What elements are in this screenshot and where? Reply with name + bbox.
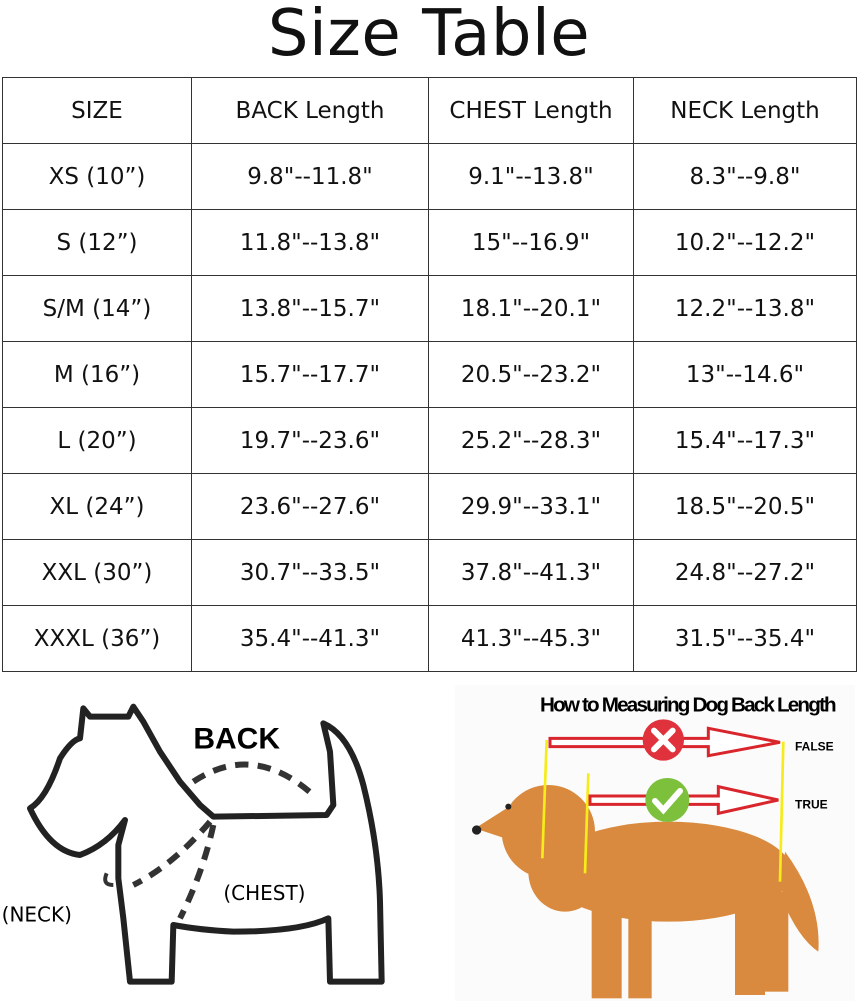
table-cell: XS (10”) (2, 143, 192, 210)
table-cell: 11.8"--13.8" (191, 209, 429, 276)
table-row: S (12”) 11.8"--13.8" 15"--16.9" 10.2"--12.2… (2, 209, 857, 276)
table-cell: XXXL (36”) (2, 605, 192, 672)
dog-outline-diagram: BACK (CHEST) (NECK) (2, 703, 385, 985)
guide-lines (541, 739, 785, 882)
table-cell: 37.8"--41.3" (428, 539, 634, 606)
column-header: BACK Length (191, 77, 429, 144)
table-row: L (20”) 19.7"--23.6" 25.2"--28.3" 15.4"--17… (2, 407, 857, 474)
table-cell: 25.2"--28.3" (428, 407, 634, 474)
chest-dashed-line (177, 824, 217, 920)
page-title: Size Table (267, 0, 591, 71)
neck-label: (NECK) (2, 903, 72, 927)
dog-eye (505, 803, 512, 810)
table-cell: 15"--16.9" (428, 209, 634, 276)
dog-nose (472, 825, 482, 835)
table-cell: 18.1"--20.1" (428, 275, 634, 342)
table-cell: 8.3"--9.8" (633, 143, 857, 210)
table-cell: 18.5"--20.5" (633, 473, 857, 540)
photo-heading: How to Measuring Dog Back Length (540, 694, 837, 717)
table-cell: 31.5"--35.4" (633, 605, 857, 672)
table-cell: 9.8"--11.8" (191, 143, 429, 210)
neck-dashed-line (131, 819, 213, 888)
table-row: S/M (14”) 13.8"--15.7" 18.1"--20.1" 12.2"--… (2, 275, 857, 342)
table-cell: 24.8"--27.2" (633, 539, 857, 606)
chest-label: (CHEST) (223, 881, 305, 905)
true-label: TRUE (795, 797, 828, 811)
table-cell: L (20”) (2, 407, 192, 474)
table-cell: S (12”) (2, 209, 192, 276)
table-cell: XXL (30”) (2, 539, 192, 606)
table-cell: 35.4"--41.3" (191, 605, 429, 672)
column-header: NECK Length (633, 77, 857, 144)
column-header: CHEST Length (428, 77, 634, 144)
back-dashed-line (191, 761, 316, 798)
table-row: XL (24”) 23.6"--27.6" 29.9"--33.1" 18.5"--2… (2, 473, 857, 540)
size-table: SIZE BACK Length CHEST Length NECK Length XS… (2, 77, 857, 672)
table-cell: 13"--14.6" (633, 341, 857, 408)
table-cell: 19.7"--23.6" (191, 407, 429, 474)
dog-photo (475, 785, 819, 999)
dog-outline (27, 703, 385, 985)
table-cell: 9.1"--13.8" (428, 143, 634, 210)
table-cell: 12.2"--13.8" (633, 275, 857, 342)
table-row: M (16”) 15.7"--17.7" 20.5"--23.2" 13"--14.6… (2, 341, 857, 408)
table-row: XS (10”) 9.8"--11.8" 9.1"--13.8" 8.3"--9.8" (2, 143, 857, 210)
table-row: XXL (30”) 30.7"--33.5" 37.8"--41.3" 24.8"--… (2, 539, 857, 606)
table-cell: M (16”) (2, 341, 192, 408)
table-cell: 23.6"--27.6" (191, 473, 429, 540)
check-icon (645, 778, 690, 822)
table-cell: 29.9"--33.1" (428, 473, 634, 540)
column-header: SIZE (2, 77, 192, 144)
dog-measuring-photo: How to Measuring Dog Back Length FALSE T… (455, 685, 855, 1001)
header-row: SIZE BACK Length CHEST Length NECK Length (2, 77, 857, 144)
table-cell: 15.4"--17.3" (633, 407, 857, 474)
cross-mark (651, 727, 676, 753)
table-cell: 13.8"--15.7" (191, 275, 429, 342)
false-label: FALSE (795, 739, 834, 753)
table-cell: 30.7"--33.5" (191, 539, 429, 606)
table-cell: S/M (14”) (2, 275, 192, 342)
back-label: BACK (193, 722, 280, 755)
table-cell: 10.2"--12.2" (633, 209, 857, 276)
table-cell: XL (24”) (2, 473, 192, 540)
table-row: XXXL (36”) 35.4"--41.3" 41.3"--45.3" 31.5"-… (2, 605, 857, 672)
check-mark (652, 788, 683, 815)
table-cell: 15.7"--17.7" (191, 341, 429, 408)
neck-hook (103, 872, 114, 887)
table-cell: 20.5"--23.2" (428, 341, 634, 408)
table-cell: 41.3"--45.3" (428, 605, 634, 672)
